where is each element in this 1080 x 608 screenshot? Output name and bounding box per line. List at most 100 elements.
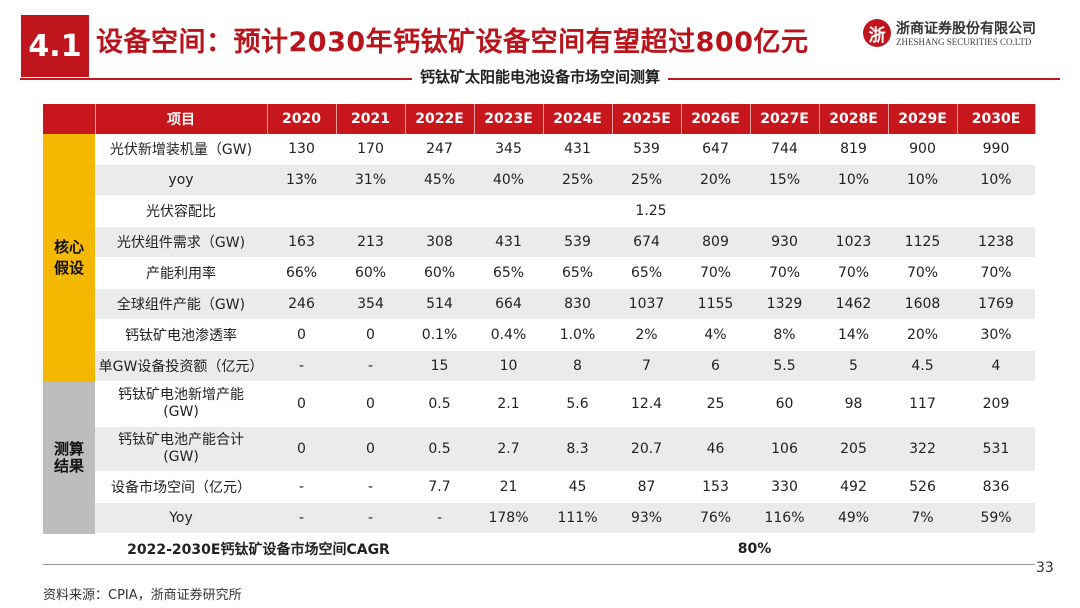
table-cell: 0 <box>267 319 336 351</box>
row-label: 全球组件产能（GW) <box>95 288 267 320</box>
source-note: 资料来源：CPIA，浙商证券研究所 <box>43 588 242 603</box>
table-cell: 2.7 <box>474 426 543 472</box>
table-cell: 106 <box>750 426 819 472</box>
table-cell: 170 <box>336 134 405 165</box>
cagr-value: 80% <box>474 533 1035 565</box>
table-cell: 1037 <box>612 288 681 320</box>
table-cell: 20.7 <box>612 426 681 472</box>
row-label: 光伏组件需求（GW) <box>95 226 267 258</box>
table-cell: 0.4% <box>474 319 543 351</box>
table-cell: 65% <box>543 257 612 289</box>
section-number-badge: 4.1 <box>21 15 89 77</box>
merged-cell: 1.25 <box>267 195 1035 227</box>
table-row: 全球组件产能（GW) 246 354 514 664 830 1037 1155… <box>43 288 1035 320</box>
table-cell: 1608 <box>888 288 957 320</box>
table-cell: 98 <box>819 381 888 427</box>
market-space-table: 项目 2020 2021 2022E 2023E 2024E 2025E 202… <box>43 104 1036 565</box>
table-cell: 10 <box>474 350 543 382</box>
table-cell: 111% <box>543 502 612 534</box>
group-label-calculation-results: 测算 结果 <box>43 381 95 534</box>
table-cell: 431 <box>543 134 612 165</box>
header-year: 2020 <box>267 104 337 134</box>
table-cell: 809 <box>681 226 750 258</box>
table-cell: 1769 <box>957 288 1035 320</box>
table-cell: 70% <box>888 257 957 289</box>
header-year: 2022E <box>405 104 475 134</box>
table-row: Yoy - - - 178% 111% 93% 76% 116% 49% 7% … <box>43 502 1035 534</box>
table-cell: 0.5 <box>405 426 474 472</box>
table-row: yoy 13% 31% 45% 40% 25% 25% 20% 15% 10% … <box>43 164 1035 196</box>
table-cell: 5.6 <box>543 381 612 427</box>
header-year: 2030E <box>957 104 1036 134</box>
table-row: 设备市场空间（亿元） - - 7.7 21 45 87 153 330 492 … <box>43 471 1035 503</box>
table-cell: 10% <box>957 164 1035 196</box>
table-cell: 45% <box>405 164 474 196</box>
table-cell: 345 <box>474 134 543 165</box>
table-cell: 539 <box>612 134 681 165</box>
table-cell: 930 <box>750 226 819 258</box>
table-cell: 70% <box>957 257 1035 289</box>
table-cell: 330 <box>750 471 819 503</box>
cagr-label: 2022-2030E钙钛矿设备市场空间CAGR <box>43 533 474 565</box>
table-cell: 0 <box>336 426 405 472</box>
table-row: 钙钛矿电池渗透率 0 0 0.1% 0.4% 1.0% 2% 4% 8% 14%… <box>43 319 1035 351</box>
table-cell: 900 <box>888 134 957 165</box>
table-row: 钙钛矿电池产能合计 (GW) 0 0 0.5 2.7 8.3 20.7 46 10… <box>43 426 1035 472</box>
table-cell: - <box>267 502 336 534</box>
header-blank <box>43 104 96 134</box>
table-cell: 76% <box>681 502 750 534</box>
table-cell: 87 <box>612 471 681 503</box>
table-header-row: 项目 2020 2021 2022E 2023E 2024E 2025E 202… <box>43 104 1036 134</box>
logo-chinese-name: 浙商证券股份有限公司 <box>896 21 1036 37</box>
table-cell: 744 <box>750 134 819 165</box>
table-cell: - <box>336 502 405 534</box>
table-cell: 247 <box>405 134 474 165</box>
table-cell: 66% <box>267 257 336 289</box>
table-cell: 0.1% <box>405 319 474 351</box>
cagr-row: 2022-2030E钙钛矿设备市场空间CAGR 80% <box>43 533 1035 565</box>
table-cell: 10% <box>888 164 957 196</box>
table-cell: 5.5 <box>750 350 819 382</box>
table-cell: 4% <box>681 319 750 351</box>
table-cell: 30% <box>957 319 1035 351</box>
table-cell: - <box>336 350 405 382</box>
table-cell: 819 <box>819 134 888 165</box>
table-cell: 31% <box>336 164 405 196</box>
table-cell: - <box>267 350 336 382</box>
group-label-core-assumptions: 核心 假设 <box>43 134 95 382</box>
logo-english-name: ZHESHANG SECURITIES CO.LTD <box>896 37 1032 47</box>
table-cell: 5 <box>819 350 888 382</box>
table-row: 产能利用率 66% 60% 60% 65% 65% 65% 70% 70% 70… <box>43 257 1035 289</box>
table-cell: 130 <box>267 134 336 165</box>
table-cell: 7 <box>612 350 681 382</box>
table-cell: 40% <box>474 164 543 196</box>
table-cell: - <box>267 471 336 503</box>
table-cell: 354 <box>336 288 405 320</box>
row-label: 光伏容配比 <box>95 195 267 227</box>
table-cell: 647 <box>681 134 750 165</box>
table-cell: 15% <box>750 164 819 196</box>
row-label: 产能利用率 <box>95 257 267 289</box>
table-cell: 1125 <box>888 226 957 258</box>
table-cell: 664 <box>474 288 543 320</box>
row-label: Yoy <box>95 502 267 534</box>
logo-mark-icon: 浙 <box>863 19 891 47</box>
header-year: 2024E <box>543 104 613 134</box>
table-cell: 46 <box>681 426 750 472</box>
table-cell: 1238 <box>957 226 1035 258</box>
table-cell: 213 <box>336 226 405 258</box>
header-year: 2027E <box>750 104 820 134</box>
table-cell: 15 <box>405 350 474 382</box>
table-cell: 49% <box>819 502 888 534</box>
table-cell: - <box>405 502 474 534</box>
table-cell: 492 <box>819 471 888 503</box>
table-cell: 0 <box>336 319 405 351</box>
table-cell: 4.5 <box>888 350 957 382</box>
table-cell: 153 <box>681 471 750 503</box>
table-cell: 205 <box>819 426 888 472</box>
row-label: 钙钛矿电池新增产能 (GW) <box>95 381 267 427</box>
table-cell: 65% <box>612 257 681 289</box>
header-item: 项目 <box>95 104 268 134</box>
table-cell: 0 <box>267 426 336 472</box>
table-cell: 178% <box>474 502 543 534</box>
